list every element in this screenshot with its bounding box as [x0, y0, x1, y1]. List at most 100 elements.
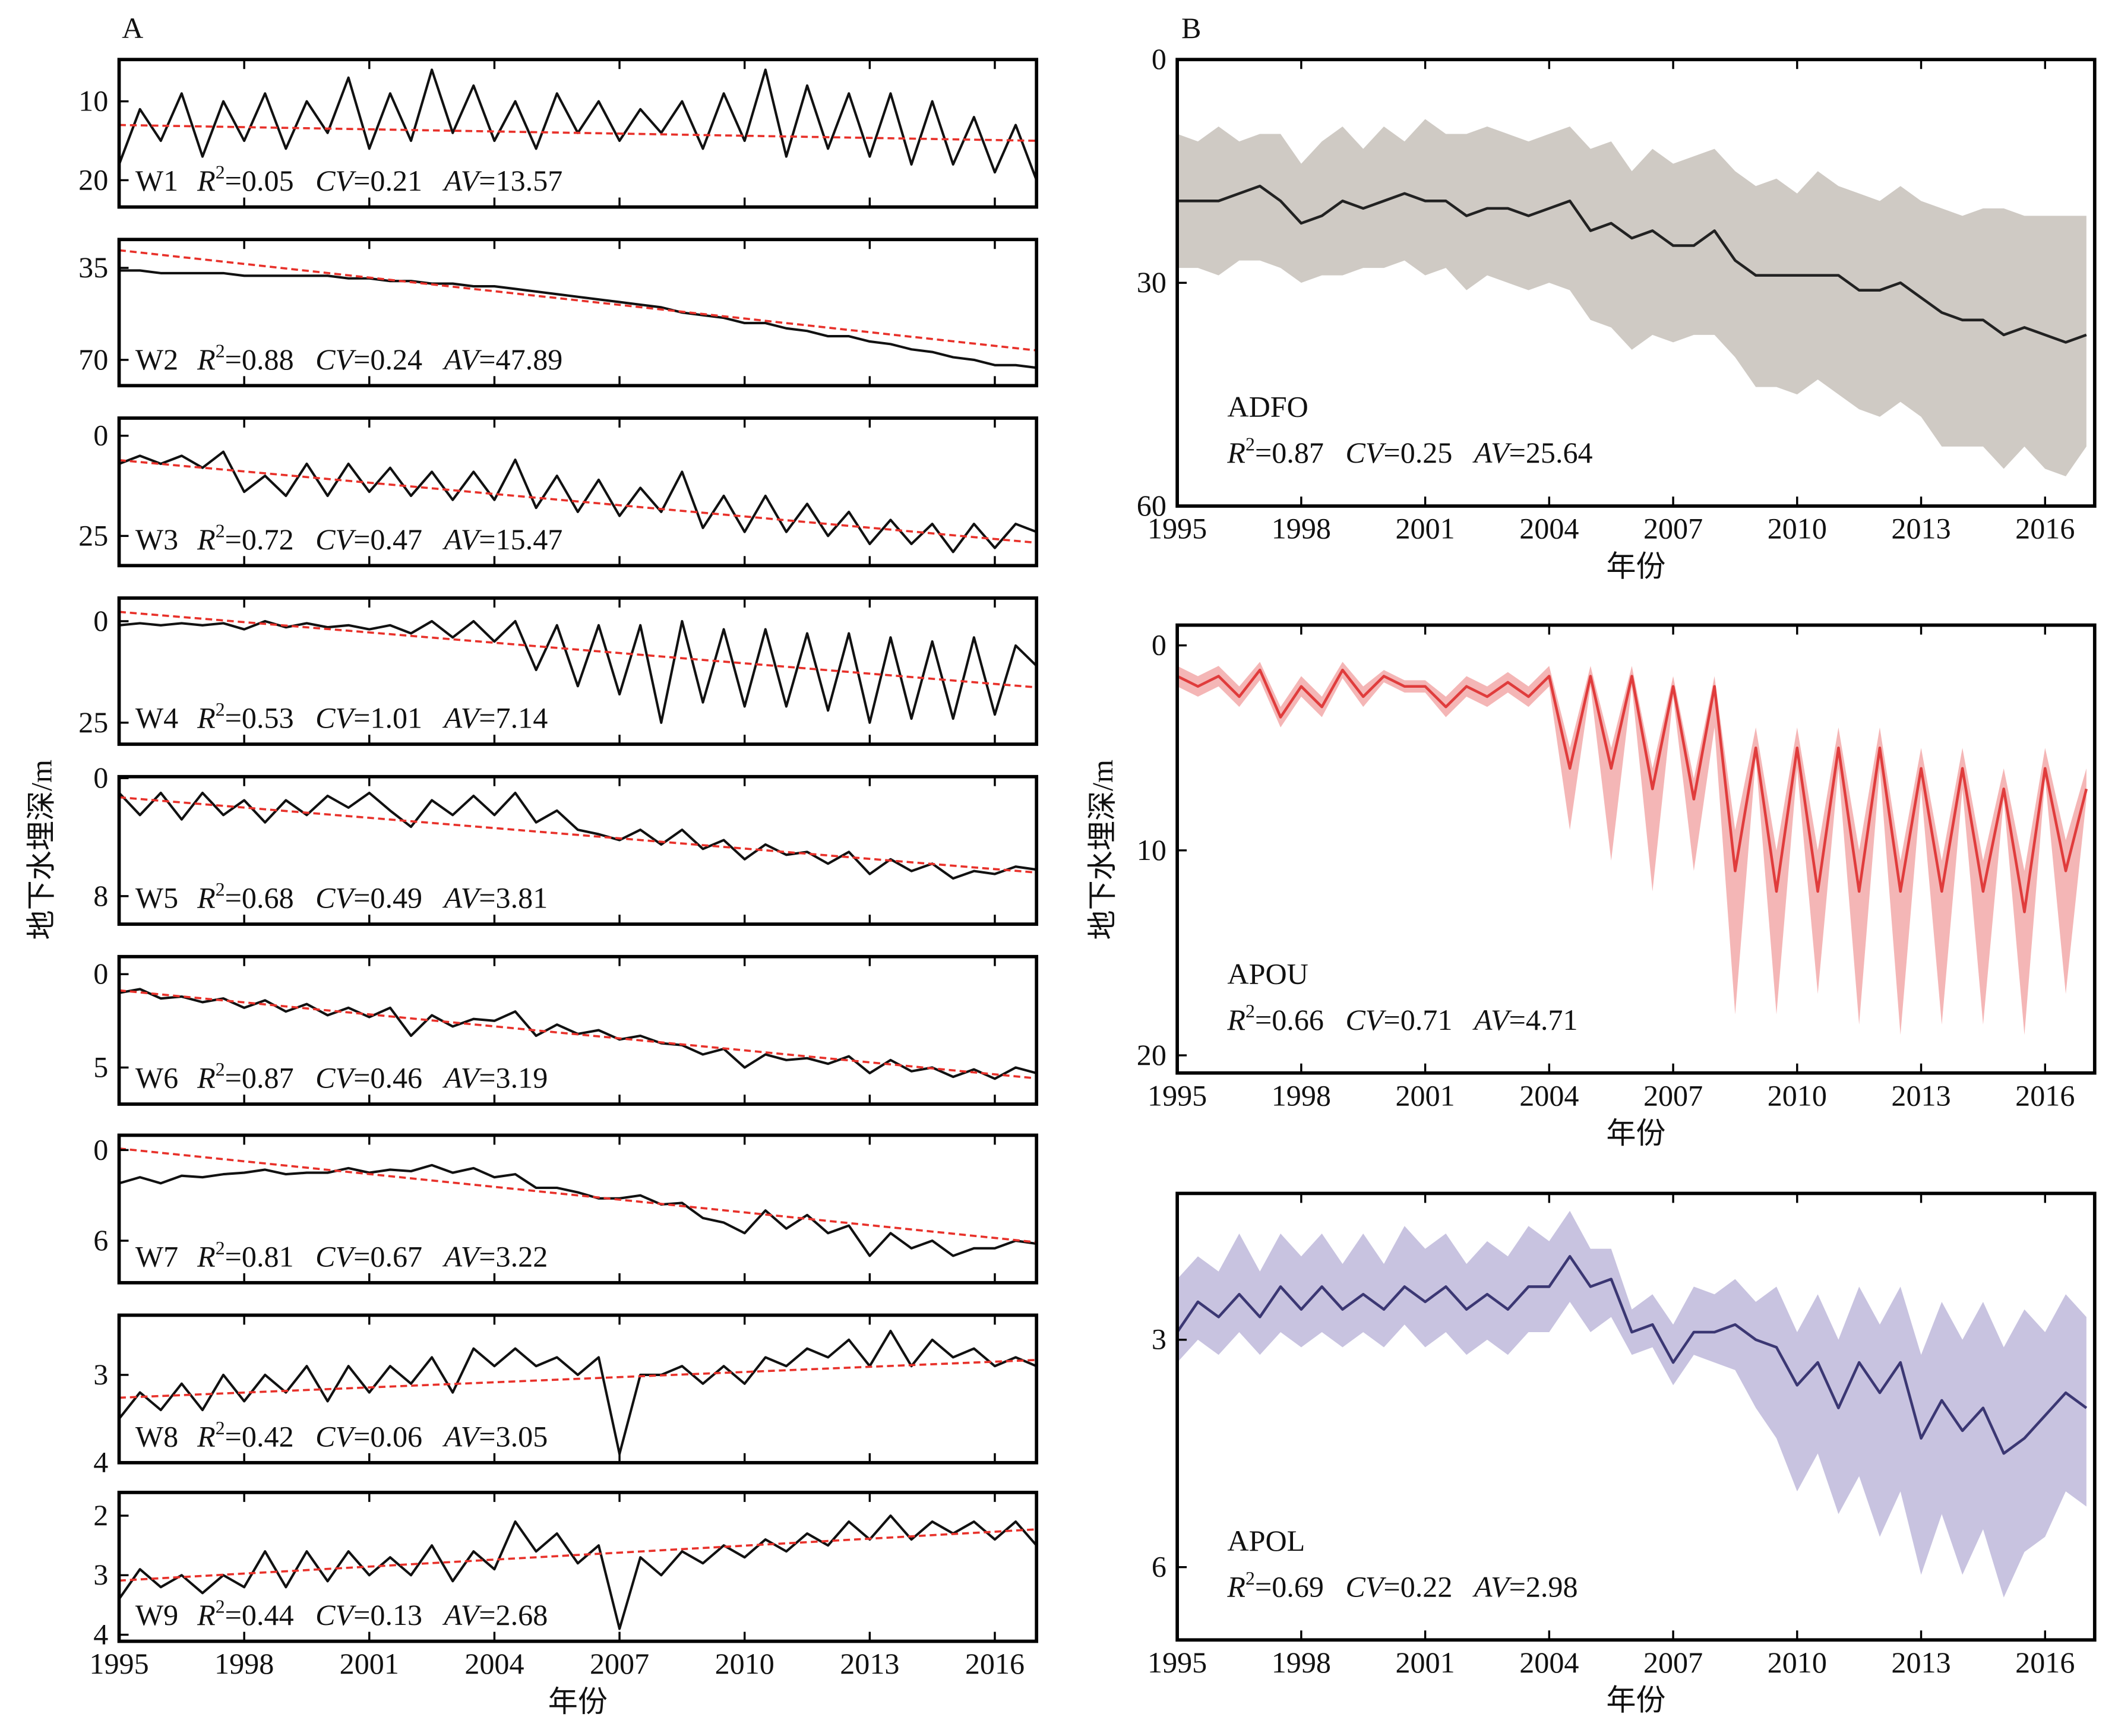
stat-value: 3.05	[496, 1419, 548, 1453]
stat-value: 0.81	[242, 1239, 294, 1273]
stat-superscript: 2	[216, 1596, 225, 1617]
stat-symbol: R	[197, 164, 216, 197]
stat-symbol: R	[197, 881, 216, 915]
stat-symbol: AV	[442, 1419, 482, 1453]
stat-symbol: R	[1226, 436, 1245, 469]
panel-annotation: W8 R2=0.42 CV=0.06 AV=3.05	[135, 1418, 548, 1453]
stat-equals: =	[1255, 1570, 1272, 1603]
stat-symbol: AV	[442, 1239, 482, 1273]
x-tick-label: 2016	[2015, 1079, 2075, 1112]
y-tick-label: 25	[78, 706, 108, 739]
well-name: W4	[135, 701, 178, 735]
stat-symbol: CV	[315, 1419, 356, 1453]
plot-frame	[117, 596, 1039, 746]
x-tick-label: 2004	[1519, 512, 1579, 545]
stat-superscript: 2	[216, 1059, 225, 1080]
x-tick-label: 2004	[1519, 1646, 1579, 1679]
stat-symbol: R	[197, 1239, 216, 1273]
well-name: W9	[135, 1598, 178, 1631]
y-tick-label: 20	[78, 163, 108, 196]
stat-value: 15.47	[496, 523, 563, 556]
stat-symbol: R	[1226, 1003, 1245, 1036]
y-tick-label: 3	[93, 1558, 108, 1591]
stat-symbol: AV	[442, 701, 482, 735]
panel-annotation: W4 R2=0.53 CV=1.01 AV=7.14	[135, 699, 548, 735]
stat-value: 3.19	[496, 1061, 548, 1095]
plot-area	[119, 1147, 1037, 1257]
series-line	[1177, 1255, 2088, 1455]
y-tick-label: 0	[1152, 42, 1166, 75]
y-tick-label: 30	[1137, 265, 1166, 299]
stat-symbol: CV	[315, 881, 356, 915]
well-name: W2	[135, 343, 178, 376]
x-axis-label: 年份	[1606, 1684, 1665, 1717]
stat-symbol: R	[197, 1061, 216, 1095]
y-tick-label: 6	[93, 1223, 108, 1257]
plot-area	[119, 1330, 1037, 1456]
stat-equals: =	[479, 1419, 495, 1453]
x-tick-label: 2001	[340, 1647, 399, 1680]
plot-frame	[117, 416, 1039, 568]
plot-frame	[117, 1133, 1039, 1285]
stat-equals: =	[353, 523, 370, 556]
y-tick-label: 60	[1137, 489, 1166, 522]
panel-annotation: R2=0.87 CV=0.25 AV=25.64	[1226, 434, 1592, 470]
stat-symbol: R	[1226, 1570, 1245, 1603]
x-tick-label: 2013	[1891, 1646, 1950, 1679]
stat-symbol: AV	[442, 343, 482, 376]
y-tick-label: 0	[1152, 628, 1166, 662]
plot-frame	[117, 774, 1039, 926]
well-name: W6	[135, 1061, 178, 1095]
stat-symbol: CV	[315, 523, 356, 556]
y-tick-label: 0	[93, 1133, 108, 1166]
y-tick-label: 20	[1137, 1038, 1166, 1071]
stat-value: 3.22	[496, 1239, 548, 1273]
stat-equals: =	[479, 1061, 495, 1095]
stat-value: 0.06	[370, 1419, 422, 1453]
stat-value: 0.87	[1272, 436, 1324, 469]
trend-line	[119, 1359, 1037, 1399]
stat-value: 0.87	[242, 1061, 294, 1095]
x-tick-label: 2016	[965, 1647, 1025, 1680]
trend-line	[119, 124, 1037, 142]
stat-equals: =	[225, 1061, 242, 1095]
stat-equals: =	[353, 1239, 370, 1273]
stat-equals: =	[479, 1239, 495, 1273]
stat-equals: =	[225, 164, 242, 197]
y-tick-label: 0	[93, 957, 108, 990]
stat-symbol: R	[197, 343, 216, 376]
stat-equals: =	[479, 1598, 495, 1631]
stat-superscript: 2	[216, 340, 225, 361]
stat-value: 0.72	[242, 523, 294, 556]
y-tick-label: 2	[93, 1498, 108, 1532]
x-tick-label: 2001	[1395, 1079, 1455, 1112]
x-tick-label: 1995	[89, 1647, 148, 1680]
stat-symbol: R	[197, 701, 216, 735]
trend-line	[119, 611, 1037, 689]
x-tick-label: 2007	[1643, 1646, 1703, 1679]
y-tick-label: 10	[1137, 833, 1166, 867]
x-tick-label: 2013	[1891, 512, 1950, 545]
stat-equals: =	[353, 1598, 370, 1631]
y-tick-label: 4	[93, 1617, 108, 1650]
stat-superscript: 2	[216, 879, 225, 900]
stat-value: 0.24	[370, 343, 422, 376]
stat-symbol: AV	[1472, 1003, 1512, 1036]
panel-annotation: W6 R2=0.87 CV=0.46 AV=3.19	[135, 1059, 548, 1095]
stat-equals: =	[1509, 436, 1526, 469]
trend-line	[119, 989, 1037, 1080]
series-line	[1177, 668, 2088, 913]
x-tick-label: 2001	[1395, 512, 1455, 545]
stat-equals: =	[479, 343, 495, 376]
series-line	[119, 450, 1037, 554]
y-axis-label: 地下水埋深/m	[25, 760, 58, 940]
stat-value: 0.49	[370, 881, 422, 915]
panel-annotation: R2=0.69 CV=0.22 AV=2.98	[1226, 1568, 1577, 1604]
series-line	[119, 791, 1037, 880]
plot-area	[1177, 1210, 2088, 1598]
series-line	[1177, 184, 2087, 344]
stat-equals: =	[1255, 1003, 1272, 1036]
x-tick-label: 1995	[1147, 1646, 1207, 1679]
stat-symbol: CV	[315, 1239, 356, 1273]
